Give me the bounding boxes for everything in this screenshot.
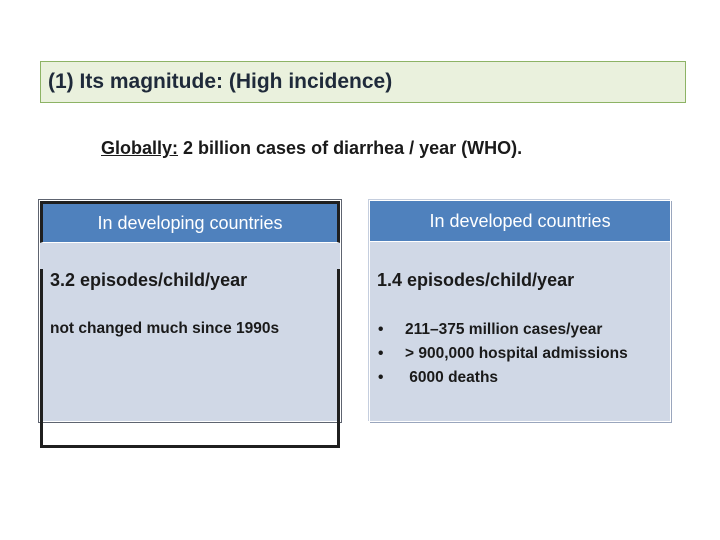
global-summary-label: Globally:	[101, 138, 179, 158]
bullet-icon: •	[378, 321, 384, 338]
global-summary-text: 2 billion cases of diarrhea / year (WHO)…	[178, 138, 523, 158]
developing-episodes-stat: 3.2 episodes/child/year	[50, 270, 248, 290]
developed-countries-body: 1.4 episodes/child/year • 211–375 million…	[370, 269, 670, 390]
list-item: • 211–375 million cases/year	[377, 318, 663, 342]
global-summary: Globally: 2 billion cases of diarrhea / …	[101, 138, 522, 159]
list-item: • 6000 deaths	[377, 366, 663, 390]
developing-countries-card: In developing countries 3.2 episodes/chi…	[39, 200, 341, 448]
slide-title-box: (1) Its magnitude: (High incidence)	[40, 61, 686, 103]
developed-countries-card: In developed countries 1.4 episodes/chil…	[369, 200, 671, 422]
developing-note: not changed much since 1990s	[50, 320, 280, 337]
developed-countries-header: In developed countries	[370, 201, 670, 242]
developing-countries-header: In developing countries	[40, 201, 340, 243]
slide-title: (1) Its magnitude: (High incidence)	[48, 70, 393, 93]
list-item: • > 900,000 hospital admissions	[377, 342, 663, 366]
developed-facts-list: • 211–375 million cases/year • > 900,000 h…	[377, 318, 663, 390]
bullet-icon: •	[378, 345, 384, 362]
developing-countries-body: 3.2 episodes/child/year not changed much…	[40, 269, 340, 448]
bullet-icon: •	[378, 369, 384, 386]
developed-episodes-stat: 1.4 episodes/child/year	[377, 270, 575, 290]
